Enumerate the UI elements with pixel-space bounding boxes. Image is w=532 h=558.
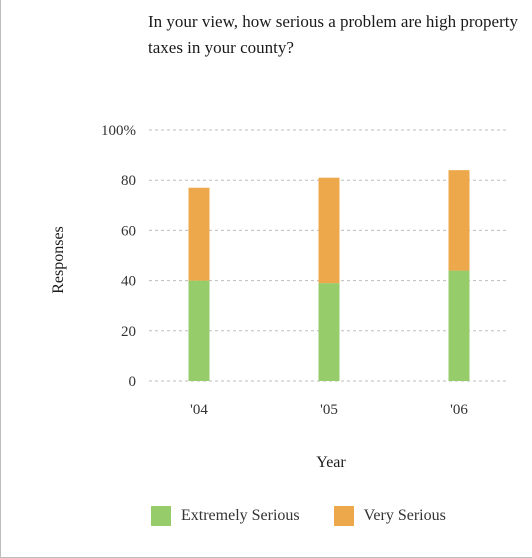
x-tick-labels: '04 '05 '06 bbox=[190, 402, 468, 418]
chart-plot: 0 20 40 60 80 100% '04 '05 '06 Year Responses bbox=[50, 123, 506, 471]
x-tick-label: '05 bbox=[320, 402, 338, 418]
legend-label: Very Serious bbox=[363, 507, 446, 524]
y-tick-label: 40 bbox=[121, 274, 136, 290]
x-axis-label: Year bbox=[316, 454, 346, 471]
bar-segment bbox=[188, 280, 210, 381]
x-tick-label: '04 bbox=[190, 402, 208, 418]
legend-label: Extremely Serious bbox=[181, 507, 300, 524]
x-tick-label: '06 bbox=[450, 402, 468, 418]
y-tick-label: 80 bbox=[121, 173, 136, 189]
bar-segment bbox=[448, 270, 470, 381]
legend: Extremely Serious Very Serious bbox=[151, 506, 446, 526]
y-tick-labels: 0 20 40 60 80 100% bbox=[101, 123, 136, 390]
legend-swatch bbox=[151, 506, 171, 526]
bar-segment bbox=[318, 283, 340, 381]
y-tick-label: 60 bbox=[121, 223, 136, 239]
y-tick-label: 20 bbox=[121, 324, 136, 340]
bar-segment bbox=[318, 177, 340, 284]
legend-item: Very Serious bbox=[333, 506, 446, 526]
legend-item: Extremely Serious bbox=[151, 506, 300, 526]
y-tick-label: 0 bbox=[129, 374, 137, 390]
bar-segment bbox=[188, 187, 210, 281]
chart-title: In your view, how serious a problem are … bbox=[148, 12, 518, 57]
bar-segment bbox=[448, 170, 470, 271]
y-axis-label: Responses bbox=[50, 226, 67, 294]
bars bbox=[188, 170, 470, 381]
y-tick-label: 100% bbox=[101, 123, 136, 139]
legend-swatch bbox=[333, 506, 354, 526]
